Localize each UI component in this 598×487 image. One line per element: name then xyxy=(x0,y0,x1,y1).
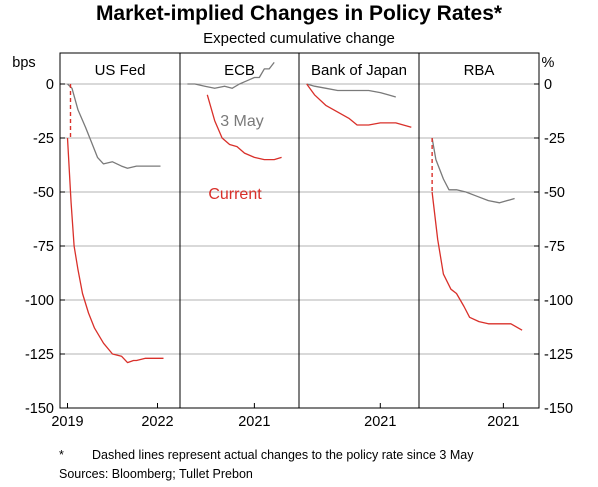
x-tick-label: 2022 xyxy=(141,414,173,430)
y-tick-label-right: -75 xyxy=(544,239,565,255)
y-tick-label-left: -125 xyxy=(25,347,54,363)
y-tick-label-right: -150 xyxy=(544,401,573,417)
x-tick-label: 2021 xyxy=(238,414,270,430)
labels-layer: 0 0 -25 -25 -50 -50 -75 -75 -100 -100 -125 -125 -150… xyxy=(25,62,573,430)
series-line-current xyxy=(431,191,523,331)
series-line-3-may xyxy=(67,83,161,169)
y-tick-label-left: -75 xyxy=(33,239,54,255)
panel-title: US Fed xyxy=(95,62,146,79)
chart-title: Market-implied Changes in Policy Rates* xyxy=(96,2,503,25)
x-tick-label: 2021 xyxy=(364,414,396,430)
series-layer xyxy=(66,62,523,364)
panel-title: Bank of Japan xyxy=(311,62,407,79)
footnote-marker: * xyxy=(59,448,64,462)
x-tick-label: 2021 xyxy=(487,414,519,430)
panel-title: ECB xyxy=(224,62,255,79)
y-tick-label-left: -100 xyxy=(25,293,54,309)
series-line-current xyxy=(206,94,282,161)
series-line-current xyxy=(66,137,164,364)
series-line-current xyxy=(306,83,412,128)
footnote: Dashed lines represent actual changes to… xyxy=(92,448,474,462)
y-tick-label-right: -125 xyxy=(544,347,573,363)
annotation-3-may: 3 May xyxy=(220,113,264,130)
sources: Sources: Bloomberg; Tullet Prebon xyxy=(59,467,253,481)
chart-subtitle: Expected cumulative change xyxy=(203,30,395,47)
y-tick-label-right: 0 xyxy=(544,77,552,93)
panel-title: RBA xyxy=(464,62,495,79)
y-tick-label-right: -50 xyxy=(544,185,565,201)
y-tick-label-left: -50 xyxy=(33,185,54,201)
plot-frame xyxy=(59,52,540,409)
y-tick-label-left: 0 xyxy=(46,77,54,93)
y-label-right: % xyxy=(542,55,555,71)
y-tick-label-left: -25 xyxy=(33,131,54,147)
series-line-3-may xyxy=(431,137,515,204)
series-line-3-may xyxy=(187,62,275,89)
y-tick-label-right: -25 xyxy=(544,131,565,147)
y-tick-label-left: -150 xyxy=(25,401,54,417)
y-label-left: bps xyxy=(12,55,35,71)
series-line-3-may xyxy=(306,83,396,98)
x-tick-label: 2019 xyxy=(51,414,83,430)
annotation-current: Current xyxy=(208,186,262,203)
y-tick-label-right: -100 xyxy=(544,293,573,309)
